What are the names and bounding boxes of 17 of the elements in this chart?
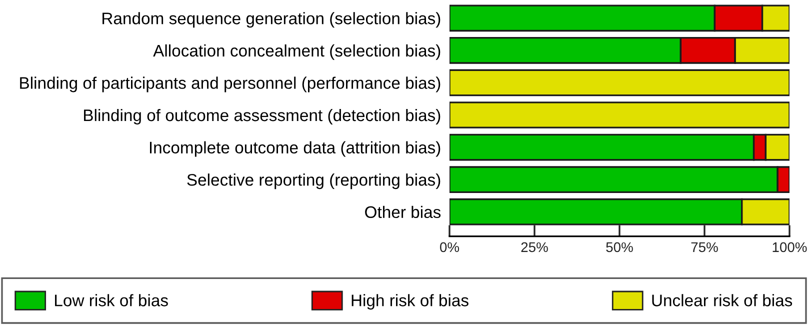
x-tick-label: 100% bbox=[772, 242, 807, 252]
legend-label: Unclear risk of bias bbox=[652, 294, 792, 306]
y-tick-label: Blinding of outcome assessment (detection bias) bbox=[84, 108, 440, 124]
y-tick-label: Other bias bbox=[365, 206, 441, 218]
y-tick-label: Blinding of participants and personnel (performance bias) bbox=[20, 76, 440, 92]
x-tick-label: 25% bbox=[521, 242, 548, 252]
y-tick-label: Allocation concealment (selection bias) bbox=[153, 44, 440, 60]
bar bbox=[450, 102, 790, 128]
legend-label: High risk of bias bbox=[352, 294, 468, 310]
bar bbox=[450, 69, 790, 96]
y-tick-label: Random sequence generation (selection bias) bbox=[102, 12, 440, 28]
x-tick-label: 0% bbox=[440, 242, 460, 252]
x-tick-label: 75% bbox=[691, 242, 718, 252]
y-tick-label: Incomplete outcome data (attrition bias) bbox=[150, 141, 440, 157]
legend-label: Low risk of bias bbox=[55, 294, 168, 306]
x-tick-label: 50% bbox=[606, 242, 633, 252]
y-tick-label: Selective reporting (reporting bias) bbox=[187, 174, 440, 190]
